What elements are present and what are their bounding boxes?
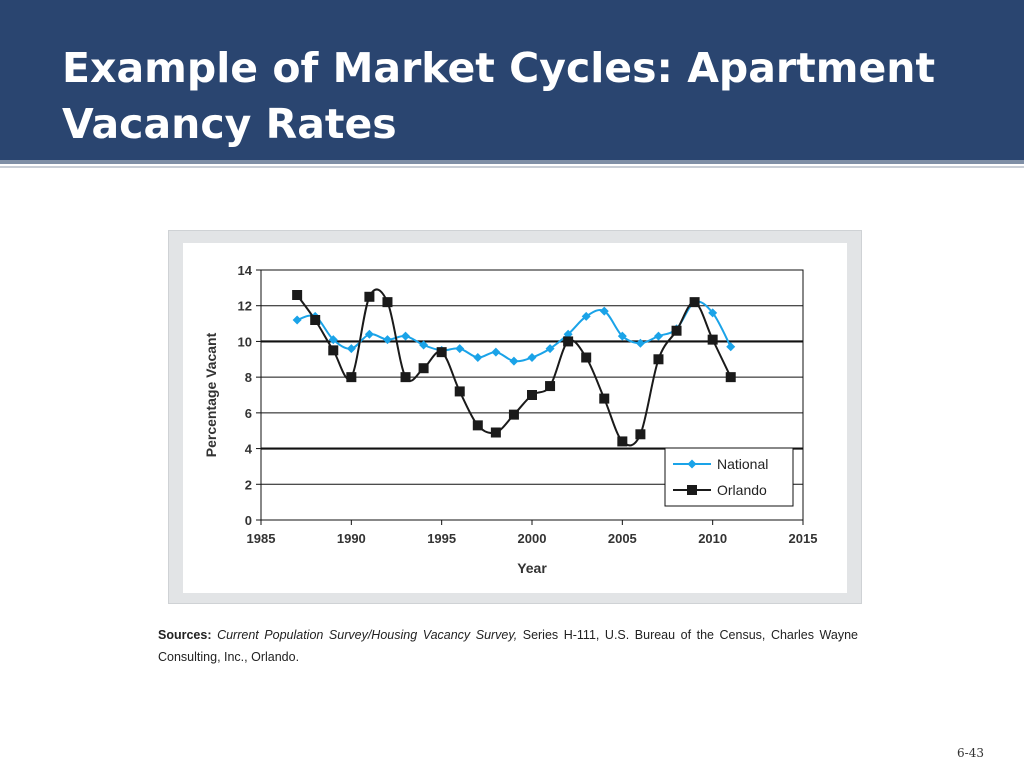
point-orlando-2010 bbox=[707, 334, 718, 345]
point-orlando-1993 bbox=[400, 372, 411, 383]
point-national-2007 bbox=[653, 331, 663, 341]
point-national-1999 bbox=[509, 356, 519, 366]
legend-marker-orlando bbox=[687, 485, 697, 495]
x-tick-label-1985: 1985 bbox=[247, 531, 276, 546]
point-orlando-1995 bbox=[436, 347, 447, 358]
point-national-1992 bbox=[382, 335, 392, 345]
point-national-2006 bbox=[635, 338, 645, 348]
x-tick-label-2010: 2010 bbox=[698, 531, 727, 546]
y-tick-label-12: 12 bbox=[238, 299, 252, 314]
point-orlando-2003 bbox=[581, 352, 592, 363]
point-national-1994 bbox=[419, 340, 429, 350]
point-national-2005 bbox=[617, 331, 627, 341]
point-national-1997 bbox=[473, 353, 483, 362]
chart-figure-frame: 0 2 4 6 8 10 12 14 1985 1990 1995 2000 2005 2010 2015 Y… bbox=[168, 230, 862, 604]
point-orlando-1988 bbox=[310, 315, 321, 325]
vacancy-line-chart: 0 2 4 6 8 10 12 14 1985 1990 1995 2000 2005 2010 2015 Y… bbox=[203, 263, 818, 576]
slide-header: Example of Market Cycles: Apartment Vaca… bbox=[0, 0, 1024, 160]
y-tick-label-14: 14 bbox=[238, 263, 253, 278]
page-number: 6-43 bbox=[957, 746, 984, 760]
point-national-1991 bbox=[364, 329, 374, 339]
x-tick-label-2000: 2000 bbox=[518, 531, 547, 546]
x-tick-label-1995: 1995 bbox=[427, 531, 456, 546]
point-orlando-2002 bbox=[563, 336, 574, 347]
point-orlando-2006 bbox=[635, 429, 646, 440]
header-divider bbox=[0, 160, 1024, 164]
y-axis-label: Percentage Vacant bbox=[203, 332, 219, 457]
point-national-1989 bbox=[328, 335, 338, 345]
point-orlando-1991 bbox=[364, 291, 375, 302]
point-national-2011 bbox=[726, 342, 736, 352]
header-divider-thin bbox=[0, 166, 1024, 168]
point-orlando-2005 bbox=[617, 436, 628, 447]
point-orlando-1990 bbox=[346, 372, 357, 383]
x-tick-label-1990: 1990 bbox=[337, 531, 366, 546]
point-orlando-2001 bbox=[545, 381, 556, 392]
x-tick-label-2015: 2015 bbox=[789, 531, 818, 546]
legend-marker-national bbox=[687, 459, 697, 469]
point-orlando-2004 bbox=[599, 393, 610, 404]
point-national-2010 bbox=[708, 308, 718, 318]
point-orlando-1989 bbox=[328, 345, 339, 356]
sources-label: Sources: bbox=[158, 628, 212, 642]
x-tick-label-2005: 2005 bbox=[608, 531, 637, 546]
slide-title: Example of Market Cycles: Apartment Vaca… bbox=[62, 44, 936, 148]
point-national-1998 bbox=[491, 347, 501, 357]
x-axis-label: Year bbox=[517, 560, 547, 576]
chart-figure-panel: 0 2 4 6 8 10 12 14 1985 1990 1995 2000 2005 2010 2015 Y… bbox=[183, 243, 847, 593]
sources-note: Sources: Current Population Survey/Housi… bbox=[158, 624, 858, 668]
y-tick-label-10: 10 bbox=[238, 334, 252, 349]
legend-label-national: National bbox=[717, 456, 768, 472]
y-tick-label-0: 0 bbox=[245, 513, 252, 528]
sources-italic-title: Current Population Survey/Housing Vacanc… bbox=[217, 628, 518, 642]
point-national-1993 bbox=[401, 331, 411, 341]
sources-rest: Series H-111, U.S. Bureau of the Census,… bbox=[158, 628, 858, 664]
point-orlando-2009 bbox=[689, 297, 700, 308]
y-tick-label-4: 4 bbox=[245, 442, 253, 457]
point-national-2003 bbox=[581, 311, 591, 321]
point-national-1987 bbox=[292, 315, 302, 325]
point-national-2001 bbox=[545, 344, 555, 354]
point-orlando-1998 bbox=[490, 427, 501, 438]
point-orlando-1994 bbox=[418, 363, 429, 374]
point-orlando-2000 bbox=[527, 390, 537, 400]
point-orlando-2011 bbox=[725, 372, 736, 383]
point-orlando-1996 bbox=[454, 386, 465, 397]
y-tick-label-8: 8 bbox=[245, 370, 252, 385]
point-national-2004 bbox=[599, 306, 609, 316]
point-national-1990 bbox=[346, 344, 356, 354]
point-orlando-2008 bbox=[671, 325, 682, 336]
point-national-2000 bbox=[527, 353, 537, 362]
point-orlando-1992 bbox=[382, 297, 393, 308]
point-orlando-2007 bbox=[653, 354, 664, 365]
y-tick-label-6: 6 bbox=[245, 406, 252, 421]
point-orlando-1997 bbox=[472, 420, 483, 431]
legend-box bbox=[664, 447, 794, 507]
point-orlando-1999 bbox=[508, 409, 519, 420]
point-national-1996 bbox=[455, 344, 465, 354]
series-line-orlando bbox=[296, 288, 732, 447]
y-tick-label-2: 2 bbox=[245, 477, 252, 492]
point-orlando-1987 bbox=[292, 290, 303, 300]
legend-label-orlando: Orlando bbox=[717, 482, 767, 498]
